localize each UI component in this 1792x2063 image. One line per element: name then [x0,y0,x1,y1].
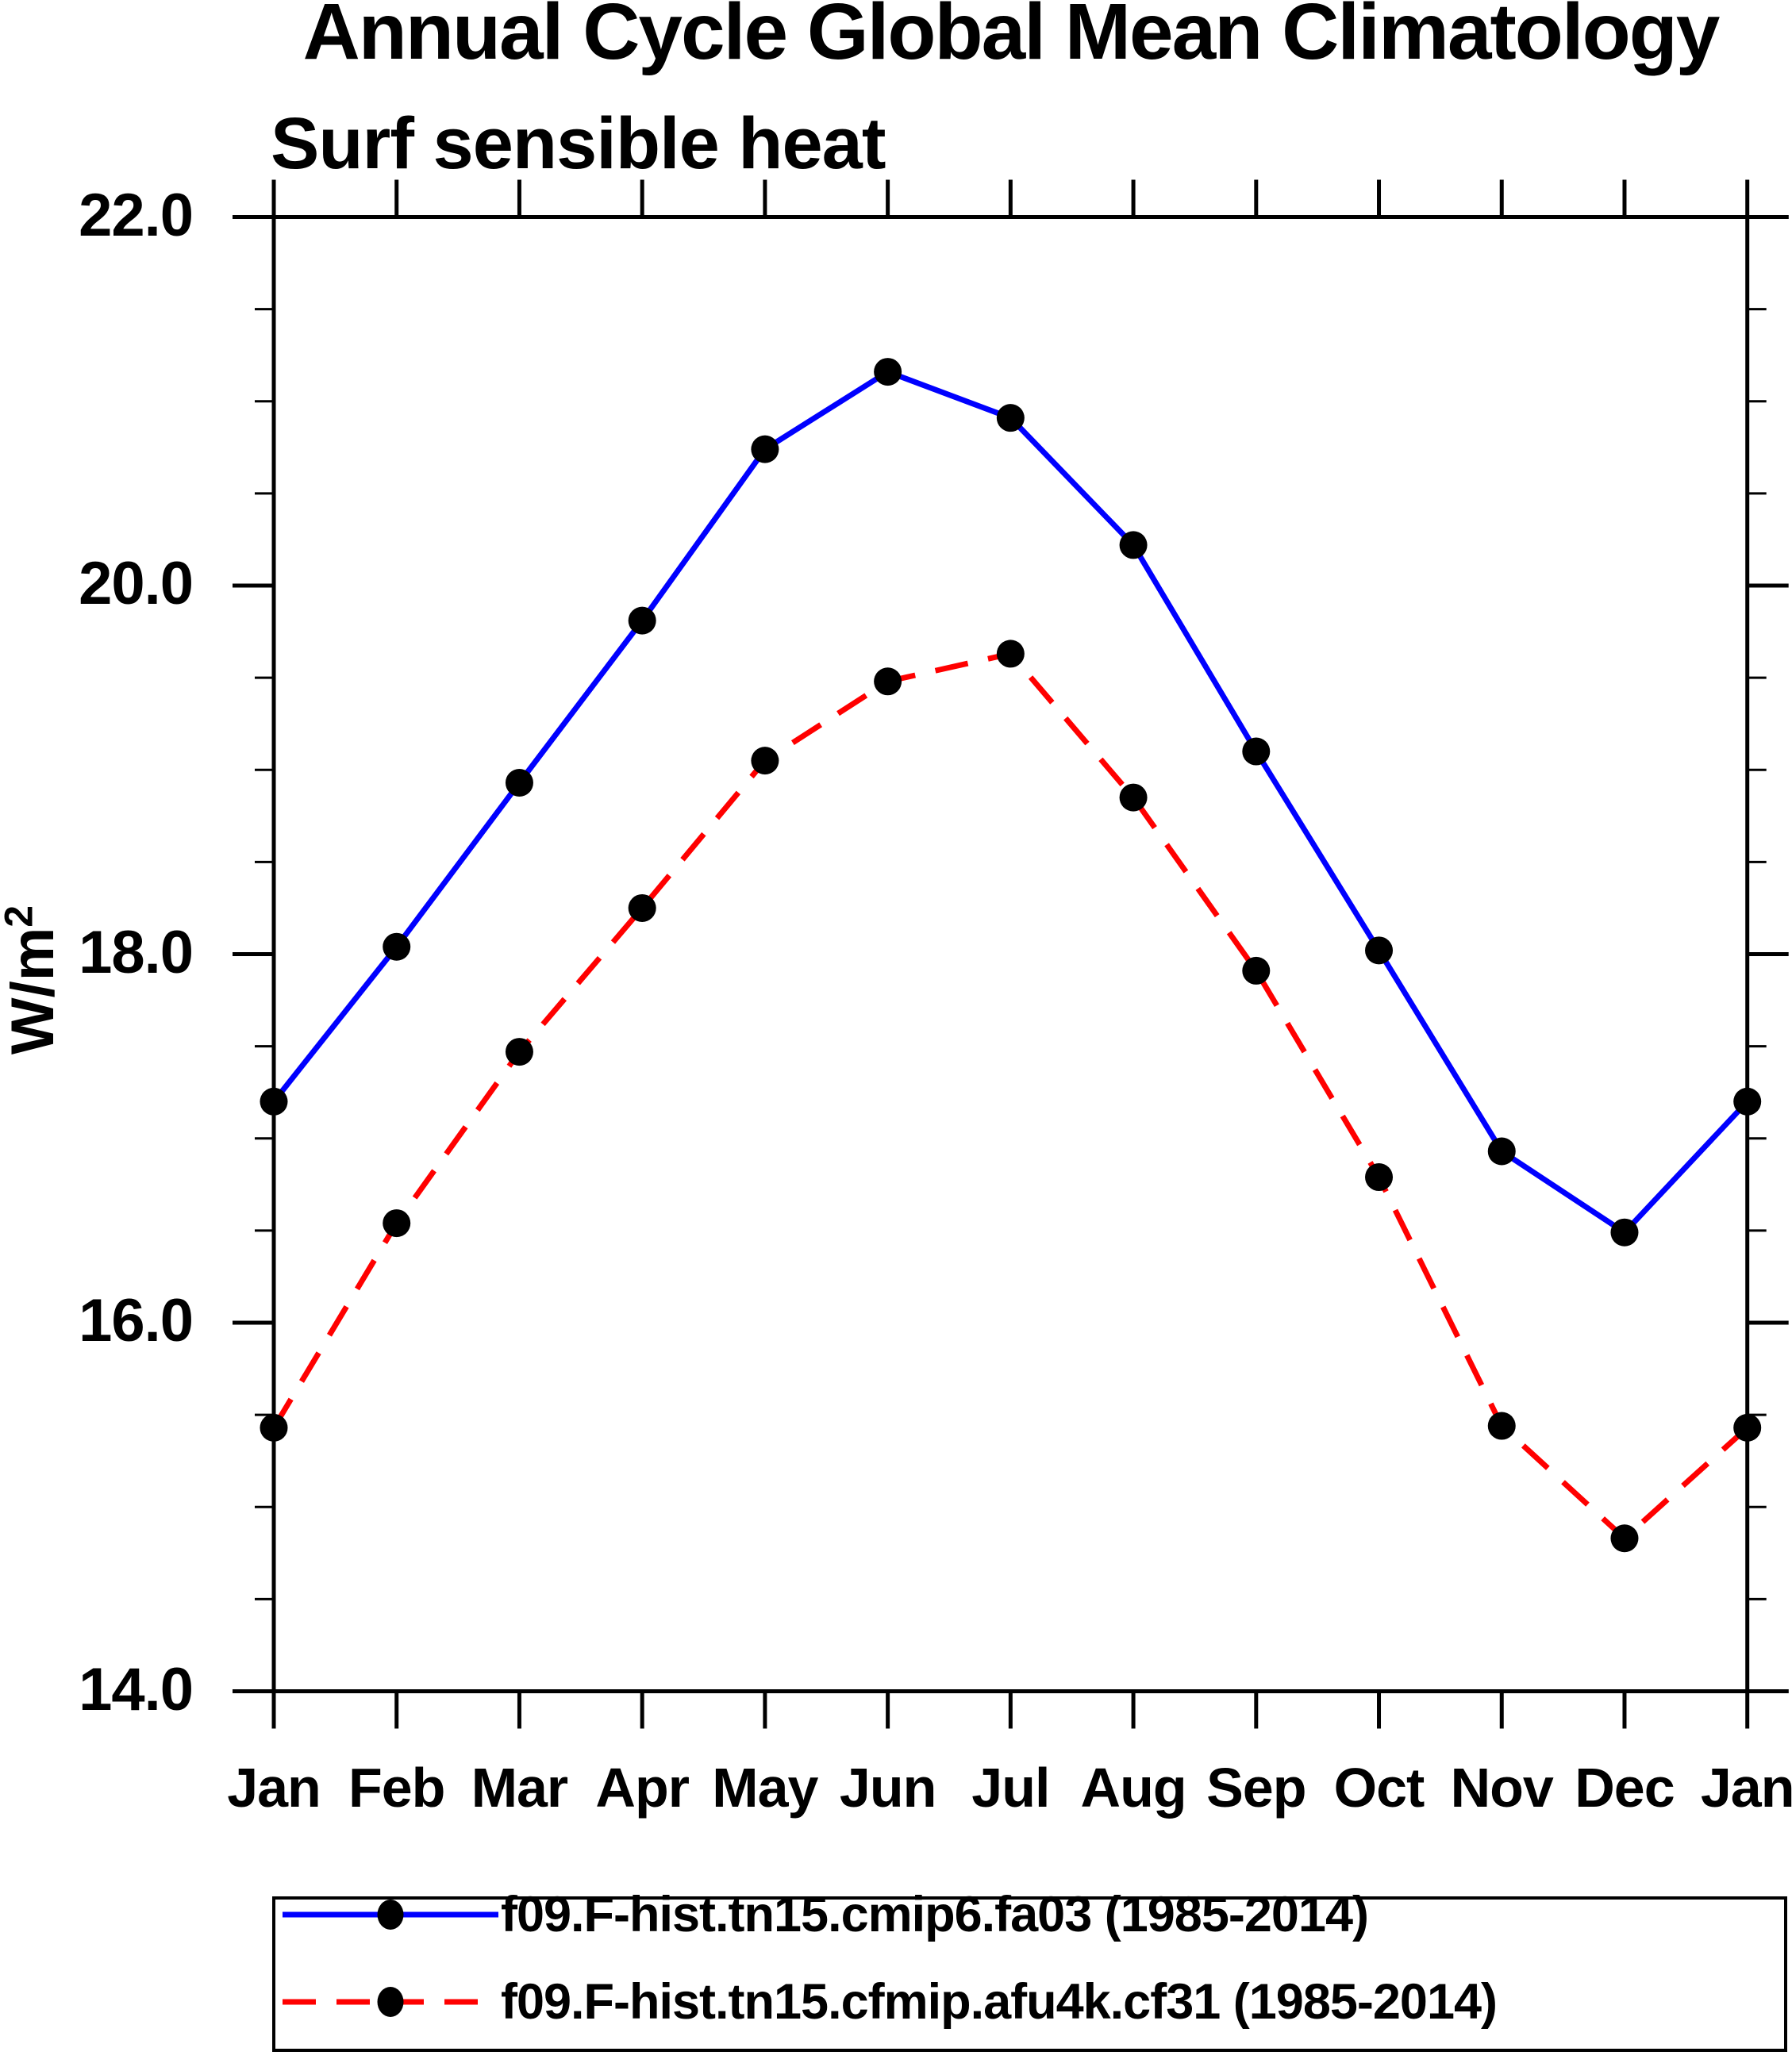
data-point-marker [751,435,779,463]
x-tick-label: Aug [1080,1757,1187,1819]
x-tick-label: Dec [1575,1757,1675,1819]
data-point-marker [1733,1413,1762,1442]
legend-sample-marker [377,1900,404,1930]
data-point-marker [1242,737,1271,766]
data-point-marker [628,606,656,635]
data-point-marker [996,640,1025,668]
data-point-marker [628,893,656,922]
data-point-marker [1487,1412,1516,1440]
data-point-marker [1119,783,1148,812]
data-point-marker [996,404,1025,432]
data-point-marker [1119,531,1148,559]
data-point-marker [751,747,779,775]
chart-subtitle: Surf sensible heat [271,103,886,184]
x-tick-label: Feb [348,1757,445,1819]
data-point-marker [874,358,902,386]
y-tick-label: 22.0 [79,181,194,249]
y-tick-label: 20.0 [79,550,194,617]
data-point-marker [1365,936,1394,965]
legend-line-sample-series1 [283,1900,498,1930]
y-tick-label: 14.0 [79,1655,194,1723]
data-point-marker [1733,1087,1762,1116]
x-tick-label: Jul [971,1757,1050,1819]
x-tick-label: Jun [839,1757,936,1819]
legend-line-sample-series2 [283,1987,498,2017]
data-point-marker [1487,1137,1516,1166]
x-tick-label: May [712,1757,818,1819]
x-tick-label: Jan [1700,1757,1792,1819]
data-point-marker [383,1209,411,1238]
data-point-marker [505,1038,533,1066]
data-point-marker [260,1413,288,1442]
x-tick-label: Nov [1450,1757,1554,1819]
data-point-marker [1365,1163,1394,1192]
legend-label-series2: f09.F-hist.tn15.cfmip.afu4k.cf31 (1985-2… [501,1974,1498,2030]
y-tick-label: 16.0 [79,1287,194,1354]
data-point-marker [1242,956,1271,985]
data-point-marker [260,1087,288,1116]
y-tick-label: 18.0 [79,918,194,986]
legend-sample-marker [377,1987,404,2017]
series-line-1 [271,368,1750,1236]
x-tick-label: Apr [595,1757,690,1819]
data-point-marker [505,769,533,797]
legend: f09.F-hist.tn15.cmip6.fa03 (1985-2014) f… [272,1890,1787,2052]
x-tick-label: Oct [1333,1757,1425,1819]
legend-label-series1: f09.F-hist.tn15.cmip6.fa03 (1985-2014) [501,1887,1369,1942]
data-point-marker [1610,1218,1639,1247]
data-point-marker [874,667,902,696]
x-tick-label: Jan [227,1757,321,1819]
chart-title: Annual Cycle Global Mean Climatology [302,0,1721,76]
x-tick-label: Mar [471,1757,568,1819]
data-point-marker [383,932,411,961]
series-line-2 [271,651,1750,1542]
x-tick-label: Sep [1206,1757,1306,1819]
data-point-marker [1610,1524,1639,1553]
